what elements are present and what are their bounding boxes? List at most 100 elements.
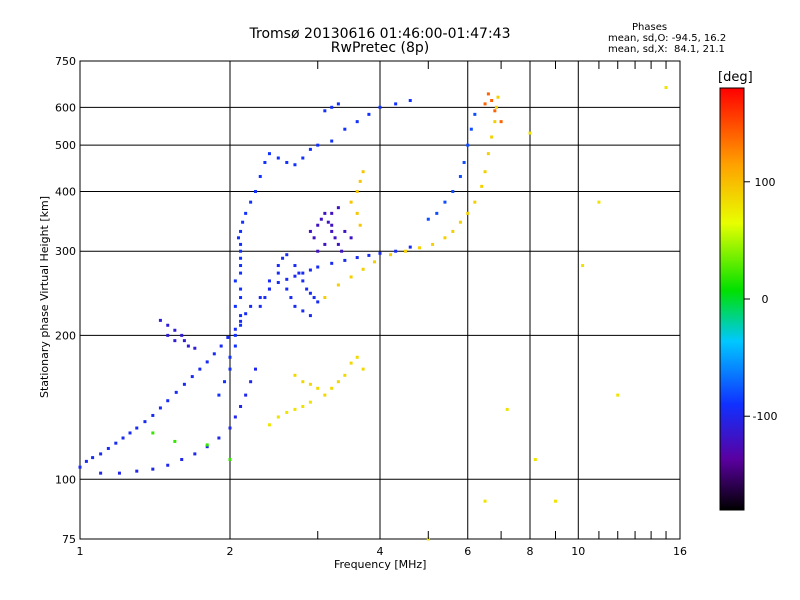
data-point: [443, 236, 447, 240]
data-point: [361, 267, 365, 271]
data-point: [233, 279, 237, 283]
data-point: [336, 242, 340, 246]
data-point: [258, 304, 262, 308]
data-point: [190, 375, 194, 379]
data-point: [293, 274, 297, 278]
data-point: [330, 261, 334, 265]
data-point: [239, 314, 243, 318]
x-tick-label: 4: [377, 545, 384, 558]
data-point: [394, 102, 398, 106]
data-point: [349, 236, 353, 240]
data-point: [239, 229, 243, 233]
grid-layer: [79, 60, 681, 540]
data-point: [233, 333, 237, 337]
data-point: [426, 217, 430, 221]
colorbar-tick-label: 0: [762, 293, 769, 306]
data-point: [490, 135, 494, 139]
x-tick-label: 10: [571, 545, 585, 558]
data-point: [205, 443, 209, 447]
data-point: [480, 184, 484, 188]
data-point: [285, 277, 289, 281]
data-point: [343, 127, 347, 131]
data-point: [293, 163, 297, 167]
data-point: [505, 407, 509, 411]
data-point: [323, 242, 327, 246]
data-point: [326, 220, 330, 224]
data-point: [323, 211, 327, 215]
data-point: [143, 420, 147, 424]
data-point: [361, 367, 365, 371]
data-point: [193, 452, 197, 456]
data-point: [316, 249, 320, 253]
data-point: [239, 256, 243, 260]
data-point: [308, 291, 312, 295]
data-point: [308, 382, 312, 386]
data-point: [239, 323, 243, 327]
data-point: [323, 296, 327, 300]
data-point: [91, 456, 95, 460]
data-point: [239, 249, 243, 253]
data-point: [330, 223, 334, 227]
data-point: [308, 400, 312, 404]
data-point: [312, 296, 316, 300]
data-point: [458, 174, 462, 178]
data-point: [336, 206, 340, 210]
y-tick-label: 600: [55, 101, 76, 114]
data-point: [361, 170, 365, 174]
x-tick-label: 8: [527, 545, 534, 558]
data-point: [533, 457, 537, 461]
data-point: [186, 344, 190, 348]
data-point: [244, 211, 248, 215]
data-point: [239, 319, 243, 323]
data-point: [258, 174, 262, 178]
data-point: [249, 304, 253, 308]
data-point: [458, 220, 462, 224]
data-point: [499, 120, 503, 124]
data-point: [253, 367, 257, 371]
data-point: [135, 426, 139, 430]
y-tick-label: 500: [55, 139, 76, 152]
data-point: [249, 200, 253, 204]
data-point: [496, 95, 500, 99]
data-point: [483, 170, 487, 174]
data-point: [473, 200, 477, 204]
data-point: [343, 373, 347, 377]
phase-stats-x: mean, sd,X: 84.1, 21.1: [608, 44, 725, 55]
data-point: [431, 242, 435, 246]
data-point: [293, 407, 297, 411]
data-point: [343, 258, 347, 262]
data-point: [84, 459, 88, 463]
data-point: [236, 236, 240, 240]
data-point: [408, 245, 412, 249]
data-point: [355, 211, 359, 215]
data-point: [228, 355, 232, 359]
data-point: [258, 296, 262, 300]
data-point: [226, 335, 230, 339]
data-point: [99, 452, 103, 456]
data-point: [106, 446, 110, 450]
data-point: [323, 109, 327, 113]
data-point: [241, 220, 245, 224]
data-point: [228, 426, 232, 430]
data-point: [244, 312, 248, 316]
data-point: [308, 147, 312, 151]
data-point: [293, 304, 297, 308]
data-point: [276, 281, 280, 285]
data-point: [336, 102, 340, 106]
data-point: [174, 390, 178, 394]
data-point: [281, 256, 285, 260]
data-point: [355, 120, 359, 124]
data-point: [285, 253, 289, 257]
data-point: [330, 211, 334, 215]
data-point: [267, 279, 271, 283]
data-point: [267, 152, 271, 156]
data-point: [285, 410, 289, 414]
data-point: [158, 318, 162, 322]
data-point: [198, 367, 202, 371]
data-point: [239, 287, 243, 291]
data-point: [233, 415, 237, 419]
data-point: [233, 327, 237, 331]
data-point: [435, 211, 439, 215]
data-point: [355, 355, 359, 359]
data-point: [358, 179, 362, 183]
